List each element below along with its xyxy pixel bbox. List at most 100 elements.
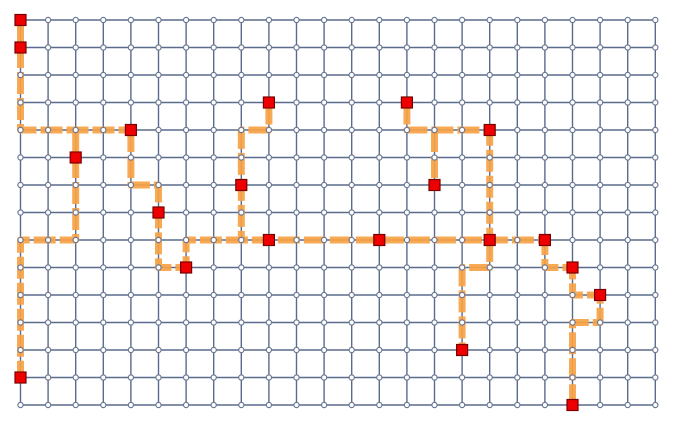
grid-node (431, 126, 438, 134)
grid-node (238, 346, 245, 354)
grid-node (458, 181, 466, 189)
grid-node (431, 99, 438, 106)
grid-node (486, 401, 493, 409)
terminal-node-t11 (373, 233, 386, 247)
grid-node (376, 181, 383, 189)
grid-node (514, 126, 521, 134)
grid-node (541, 181, 549, 189)
grid-node (210, 264, 217, 271)
grid-node (348, 319, 355, 326)
terminal-node-t8 (235, 178, 248, 192)
grid-node (17, 291, 24, 299)
grid-node (376, 44, 383, 51)
grid-node (652, 126, 659, 134)
grid-node (403, 154, 411, 161)
grid-lines (19, 19, 656, 406)
grid-node (320, 319, 328, 326)
grid-node (320, 126, 328, 134)
grid-node (127, 319, 135, 326)
grid-node (596, 154, 604, 161)
grid-node (458, 236, 466, 244)
grid-node (486, 209, 493, 216)
grid-node (17, 264, 24, 271)
grid-node (17, 71, 24, 79)
grid-node (320, 264, 328, 271)
grid-node (569, 291, 576, 299)
grid-node (458, 99, 466, 106)
grid-node (100, 126, 107, 134)
grid-node (238, 16, 245, 24)
grid-node (514, 236, 521, 244)
grid-node (238, 126, 245, 134)
grid-node (403, 401, 411, 409)
grid-node (182, 99, 190, 106)
grid-node (458, 374, 466, 381)
grid-node (569, 99, 576, 106)
grid-node (569, 236, 576, 244)
grid-node (348, 154, 355, 161)
grid-node (100, 16, 107, 24)
grid-node (431, 319, 438, 326)
grid-node (376, 374, 383, 381)
grid-node (320, 71, 328, 79)
grid-node (348, 291, 355, 299)
grid-node (320, 44, 328, 51)
grid-node (293, 264, 300, 271)
grid-node (72, 291, 79, 299)
grid-node (596, 346, 604, 354)
grid-node (44, 209, 52, 216)
grid-node (541, 71, 549, 79)
grid-node (155, 319, 162, 326)
grid-node (486, 346, 493, 354)
grid-node (127, 154, 135, 161)
grid-node (293, 44, 300, 51)
grid-node (348, 71, 355, 79)
grid-node (541, 209, 549, 216)
terminal-node-t12 (400, 96, 413, 109)
grid-node (155, 71, 162, 79)
grid-node (320, 154, 328, 161)
terminal-node-t13 (428, 178, 441, 192)
grid-node (431, 209, 438, 216)
grid-node (17, 181, 24, 189)
grid-node (569, 126, 576, 134)
grid-node (210, 126, 217, 134)
grid-node (44, 71, 52, 79)
grid-node (486, 16, 493, 24)
grid-node (486, 181, 493, 189)
grid-node (541, 99, 549, 106)
grid-node (431, 44, 438, 51)
grid-node (624, 71, 631, 79)
grid-node (652, 71, 659, 79)
grid-node (514, 209, 521, 216)
grid-node (652, 209, 659, 216)
grid-node (17, 209, 24, 216)
grid-node (72, 44, 79, 51)
grid-node (127, 264, 135, 271)
route-path-r4 (237, 102, 273, 240)
grid-node (127, 99, 135, 106)
grid-node (182, 374, 190, 381)
grid-node (431, 154, 438, 161)
grid-node (127, 44, 135, 51)
terminal-node-t6 (152, 206, 165, 219)
terminal-node-t3 (14, 371, 27, 384)
grid-node (624, 374, 631, 381)
grid-node (72, 346, 79, 354)
grid-node (265, 291, 273, 299)
grid-node (458, 319, 466, 326)
grid-node (596, 16, 604, 24)
grid-node (293, 374, 300, 381)
grid-node (44, 319, 52, 326)
grid-node (596, 264, 604, 271)
grid-node (486, 374, 493, 381)
grid-node (72, 99, 79, 106)
grid-node (293, 154, 300, 161)
grid-node (127, 374, 135, 381)
grid-node (376, 346, 383, 354)
grid-node (44, 236, 52, 244)
grid-node (596, 319, 604, 326)
grid-node (155, 401, 162, 409)
grid-node (293, 71, 300, 79)
